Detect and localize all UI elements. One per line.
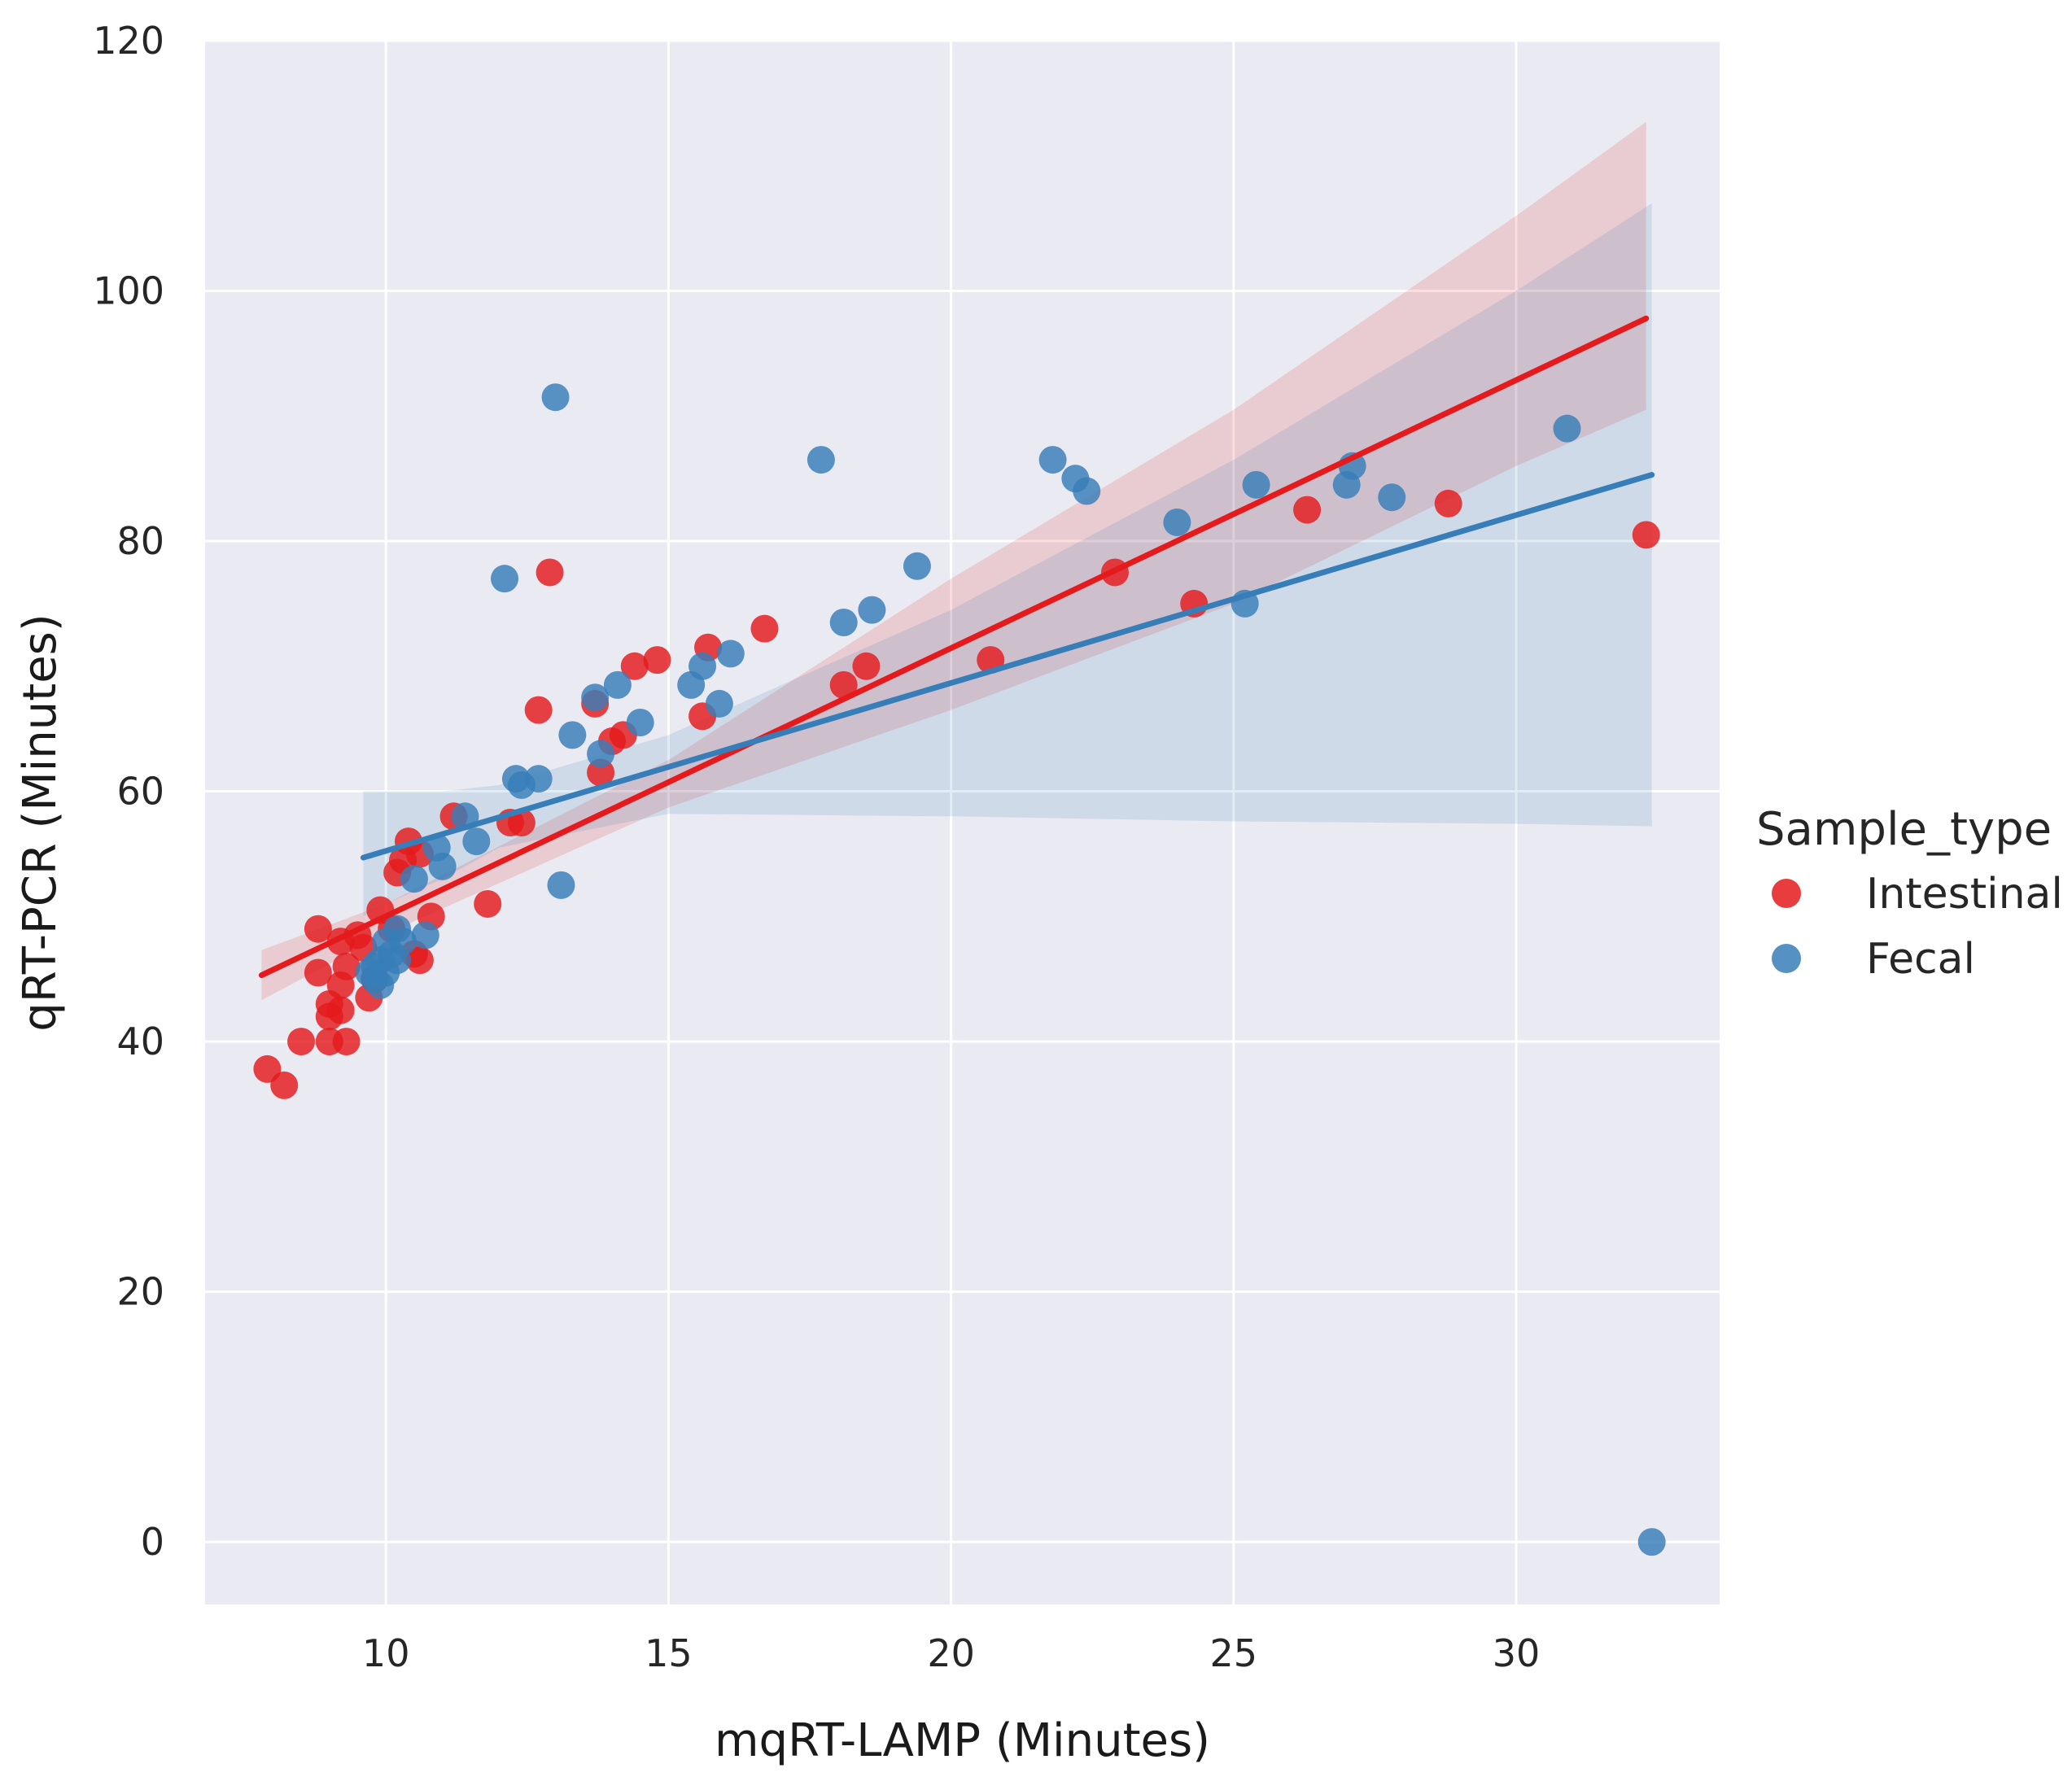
intestinal-point [332, 1028, 361, 1056]
fecal-point [1163, 508, 1191, 536]
y-axis-title: qRT-PCR (Minutes) [14, 613, 67, 1031]
fecal-point [1553, 414, 1581, 443]
intestinal-point [524, 696, 553, 724]
intestinal-point [535, 558, 564, 587]
fecal-point [491, 565, 519, 593]
intestinal-point [304, 915, 332, 943]
y-tick-label: 0 [141, 1520, 164, 1564]
fecal-point [547, 871, 575, 899]
legend-marker-fecal [1772, 944, 1801, 973]
y-axis-ticks: 0 20 40 60 80 100 120 [93, 19, 164, 1564]
fecal-point [411, 921, 439, 950]
x-tick-label: 10 [362, 1631, 410, 1675]
fecal-point [626, 708, 654, 736]
intestinal-point [287, 1028, 316, 1056]
intestinal-point [1434, 489, 1462, 517]
y-tick-label: 100 [93, 269, 164, 313]
fecal-point [587, 740, 615, 768]
fecal-point [603, 670, 632, 699]
fecal-point [1378, 483, 1406, 512]
fecal-point [705, 689, 733, 718]
fecal-point [807, 446, 835, 474]
intestinal-point [750, 614, 779, 643]
x-tick-label: 20 [927, 1631, 975, 1675]
data-points [253, 383, 1666, 1556]
legend: Sample_type Intestinal Fecal [1756, 803, 2063, 984]
fecal-point [541, 383, 570, 412]
fecal-point [688, 652, 717, 680]
y-tick-label: 40 [116, 1019, 164, 1063]
intestinal-point [1632, 521, 1660, 549]
x-tick-label: 30 [1493, 1631, 1541, 1675]
legend-title: Sample_type [1756, 803, 2052, 856]
intestinal-point [507, 809, 535, 836]
fecal-point [428, 852, 457, 880]
legend-marker-intestinal [1772, 879, 1801, 908]
x-axis-ticks: 10 15 20 25 30 [362, 1631, 1540, 1675]
x-tick-label: 15 [645, 1631, 693, 1675]
fecal-point [558, 721, 587, 749]
intestinal-point [326, 996, 355, 1024]
y-tick-label: 60 [116, 770, 164, 814]
fecal-point [858, 596, 886, 624]
intestinal-point [304, 958, 332, 987]
fecal-point [1073, 477, 1101, 505]
legend-label-intestinal: Intestinal [1866, 870, 2063, 919]
y-tick-label: 80 [116, 519, 164, 563]
intestinal-point [852, 652, 881, 680]
intestinal-point [1293, 496, 1322, 524]
fecal-ci-band [363, 203, 1652, 917]
fecal-point [1038, 446, 1067, 474]
intestinal-point [270, 1071, 299, 1099]
intestinal-point [332, 952, 361, 980]
x-tick-label: 25 [1210, 1631, 1258, 1675]
fecal-point [400, 865, 428, 893]
fecal-point [903, 552, 931, 580]
fecal-point [389, 928, 417, 956]
y-tick-label: 20 [116, 1270, 164, 1314]
fecal-point [1242, 470, 1270, 499]
fecal-point [581, 683, 610, 712]
intestinal-point [643, 646, 671, 675]
fecal-point [524, 765, 553, 793]
fecal-point [716, 640, 745, 668]
fecal-point [829, 608, 858, 636]
x-axis-title: mqRT-LAMP (Minutes) [715, 1714, 1210, 1767]
regression-lines [258, 315, 1655, 979]
fecal-point [462, 827, 491, 856]
intestinal-point [829, 670, 858, 699]
intestinal-point [405, 946, 434, 975]
fecal-regression-line [360, 472, 1655, 861]
gridlines [205, 39, 1720, 1604]
intestinal-point [620, 652, 649, 680]
intestinal-point [474, 889, 502, 918]
fecal-point [1637, 1528, 1666, 1556]
y-tick-label: 120 [93, 19, 164, 63]
legend-label-fecal: Fecal [1866, 935, 1975, 984]
intestinal-regression-line [258, 315, 1650, 979]
